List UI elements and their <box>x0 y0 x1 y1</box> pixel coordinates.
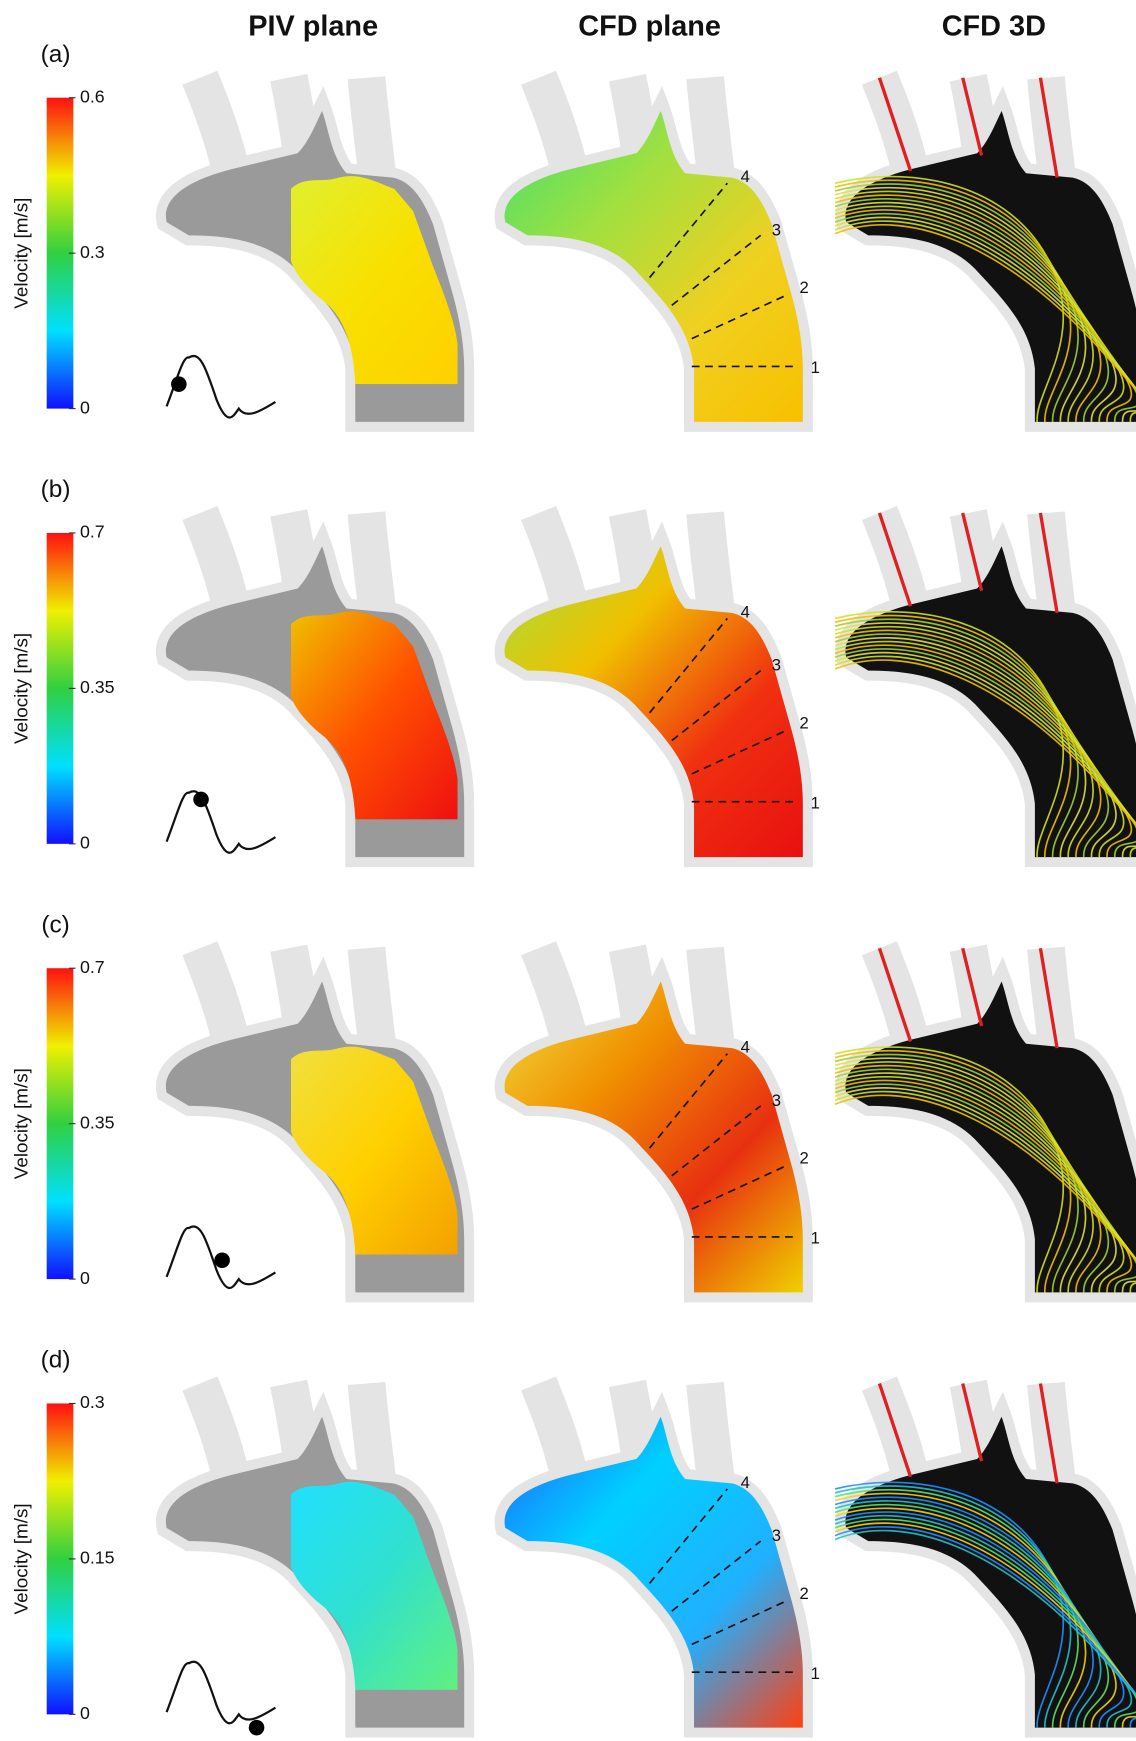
waveform-marker <box>193 792 209 808</box>
piv-mask <box>355 1690 455 1726</box>
branch <box>705 1383 716 1483</box>
vessel <box>835 948 1136 1292</box>
colorbar-tick-label: 0.7 <box>80 957 105 977</box>
colorbar-tick-label: 0 <box>80 1268 90 1288</box>
branch <box>366 1383 377 1483</box>
branch <box>539 948 570 1041</box>
vessel <box>166 78 464 422</box>
colorbar-tick-label: 0.6 <box>80 86 105 106</box>
section-label: 2 <box>800 278 809 297</box>
piv-mask <box>355 819 455 855</box>
piv-mask <box>355 1255 455 1291</box>
section-label: 3 <box>772 656 781 675</box>
section-label: 1 <box>811 1664 820 1683</box>
branch <box>366 513 377 613</box>
waveform-marker <box>249 1720 265 1736</box>
branch <box>200 948 231 1041</box>
section-label: 1 <box>811 793 820 812</box>
column-header: PIV plane <box>248 10 378 42</box>
section-label: 3 <box>772 1091 781 1110</box>
section-label: 1 <box>811 1229 820 1248</box>
vessel <box>835 513 1136 857</box>
vessel: 1 2 3 4 <box>505 948 820 1292</box>
panel: (d) Velocity [m/s] 0 0.15 0.3 1 2 3 4 <box>10 1347 1136 1736</box>
branch <box>539 513 570 606</box>
colorbar-tick-label: 0.7 <box>80 522 105 542</box>
section-label: 4 <box>741 1038 750 1057</box>
branch <box>200 513 231 606</box>
vessel <box>835 78 1136 422</box>
branch <box>366 948 377 1048</box>
branch <box>705 948 716 1048</box>
colorbar-tick-label: 0.35 <box>80 677 115 697</box>
colorbar-tick-label: 0.3 <box>80 242 105 262</box>
vessel: 1 2 3 4 <box>505 513 820 857</box>
colorbar-tick-label: 0.3 <box>80 1392 105 1412</box>
waveform <box>167 1662 276 1723</box>
panel: (b) Velocity [m/s] 0 0.35 0.7 1 2 3 4 <box>10 476 1136 857</box>
section-label: 2 <box>800 1149 809 1168</box>
section-label: 3 <box>772 220 781 239</box>
figure: PIV plane CFD plane CFD 3D (a) Velocity [… <box>0 0 1136 1741</box>
branch <box>200 1383 231 1476</box>
panel-label: (c) <box>41 911 69 938</box>
column-header: CFD 3D <box>942 10 1046 42</box>
branch <box>366 78 377 178</box>
panel-label: (d) <box>41 1347 71 1374</box>
section-label: 4 <box>741 602 750 621</box>
branch <box>705 513 716 613</box>
branch <box>200 78 231 171</box>
panel-label: (a) <box>41 41 71 68</box>
column-header: CFD plane <box>578 10 721 42</box>
colorbar-title: Velocity [m/s] <box>10 198 31 309</box>
section-label: 4 <box>741 1473 750 1492</box>
section-label: 2 <box>800 713 809 732</box>
piv-mask <box>355 384 455 420</box>
colorbar-title: Velocity [m/s] <box>10 633 31 744</box>
branch <box>539 78 570 171</box>
branch <box>539 1383 570 1476</box>
colorbar-tick-label: 0.15 <box>80 1548 115 1568</box>
waveform <box>167 791 276 852</box>
section-label: 3 <box>772 1526 781 1545</box>
colorbar-tick-label: 0 <box>80 397 90 417</box>
waveform-marker <box>214 1252 230 1268</box>
section-label: 2 <box>800 1584 809 1603</box>
colorbar-tick-label: 0.35 <box>80 1112 115 1132</box>
vessel <box>166 948 464 1292</box>
vessel <box>835 1383 1136 1727</box>
colorbar-tick-label: 0 <box>80 1703 90 1723</box>
vessel: 1 2 3 4 <box>505 78 820 422</box>
waveform-marker <box>171 376 187 392</box>
vessel: 1 2 3 4 <box>505 1383 820 1727</box>
colorbar-tick-label: 0 <box>80 833 90 853</box>
vessel <box>166 1383 464 1727</box>
section-label: 4 <box>741 167 750 186</box>
panel-label: (b) <box>41 476 71 503</box>
panel: (a) Velocity [m/s] 0 0.3 0.6 1 2 3 4 <box>10 41 1136 422</box>
panel: (c) Velocity [m/s] 0 0.35 0.7 1 2 3 4 <box>10 911 1136 1292</box>
vessel <box>166 513 464 857</box>
section-label: 1 <box>811 358 820 377</box>
branch <box>705 78 716 178</box>
colorbar-title: Velocity [m/s] <box>10 1503 31 1614</box>
colorbar-title: Velocity [m/s] <box>10 1068 31 1179</box>
